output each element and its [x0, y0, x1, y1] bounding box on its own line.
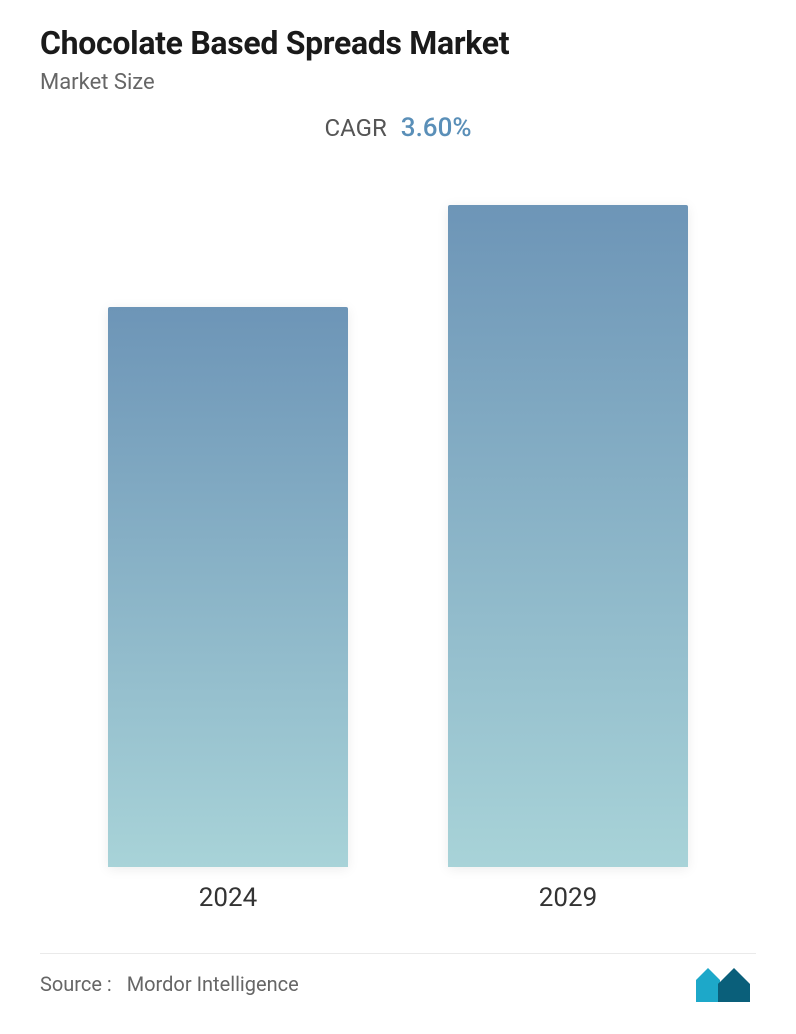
- footer: Source : Mordor Intelligence: [40, 953, 756, 1004]
- source-label: Source :: [40, 972, 112, 996]
- cagr-label: CAGR: [325, 114, 387, 142]
- bar-0: [108, 307, 348, 867]
- cagr-value: 3.60%: [401, 113, 472, 143]
- logo-icon: [694, 964, 756, 1004]
- bar-1: [448, 205, 688, 867]
- bar-group-1: 2029: [448, 205, 688, 913]
- page-title: Chocolate Based Spreads Market: [40, 24, 756, 62]
- subtitle: Market Size: [40, 70, 756, 95]
- bar-chart: 2024 2029: [40, 179, 756, 923]
- chart-container: Chocolate Based Spreads Market Market Si…: [0, 0, 796, 1034]
- source-name: Mordor Intelligence: [127, 972, 299, 996]
- brand-logo: [694, 964, 756, 1004]
- cagr-row: CAGR 3.60%: [40, 113, 756, 143]
- bar-label-0: 2024: [199, 883, 257, 913]
- source-text: Source : Mordor Intelligence: [40, 972, 299, 996]
- bar-group-0: 2024: [108, 307, 348, 913]
- bar-label-1: 2029: [539, 883, 597, 913]
